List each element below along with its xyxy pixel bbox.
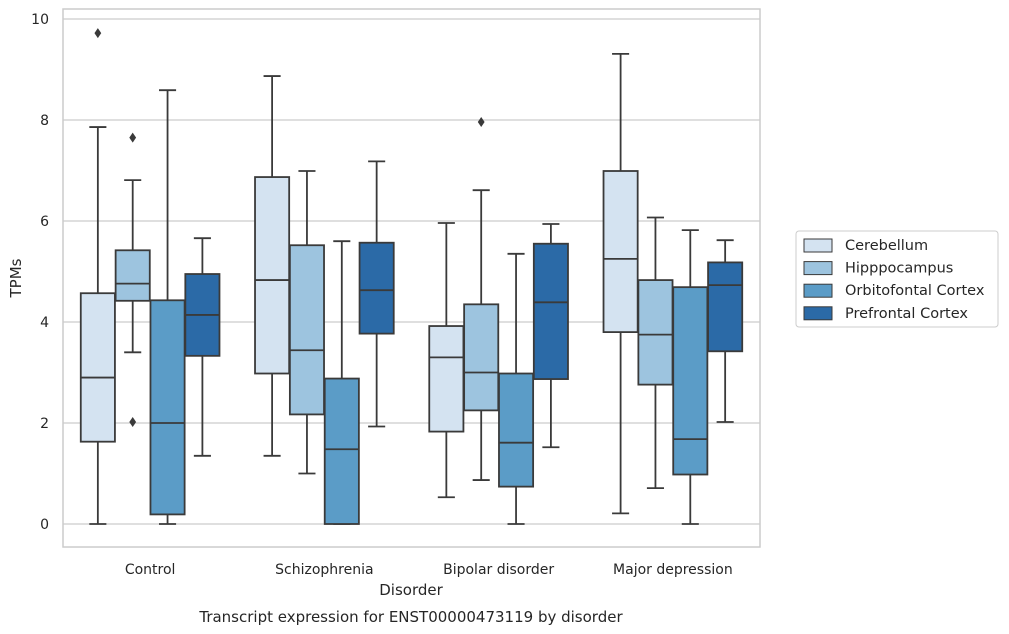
box-iqr [602, 170, 639, 334]
box-cerebellum-major-depression [602, 52, 639, 515]
y-tick-label: 4 [40, 315, 49, 331]
x-axis-label: Disorder [379, 581, 443, 599]
legend-entry-label: Cerebellum [845, 238, 928, 254]
box-iqr [532, 242, 569, 380]
outlier-point [129, 416, 137, 427]
box-iqr [672, 286, 709, 476]
y-tick-label: 8 [40, 113, 49, 129]
x-tick-label: Bipolar disorder [443, 562, 554, 578]
box-iqr [358, 241, 395, 335]
legend-swatch [803, 238, 833, 253]
legend-entry-label: Orbitofontal Cortex [845, 283, 985, 299]
y-tick-label: 2 [40, 416, 49, 432]
box-iqr [114, 249, 151, 302]
chart-caption: Transcript expression for ENST0000047311… [198, 608, 623, 626]
legend-swatch [803, 306, 833, 321]
box-orbitofontal-cortex-schizophrenia [323, 240, 360, 525]
box-iqr [254, 176, 291, 375]
box-cerebellum-control [79, 28, 116, 525]
box-hipppocampus-bipolar-disorder [463, 117, 500, 481]
x-axis-ticks: Control Schizophrenia Bipolar disorder Majo… [125, 562, 733, 578]
x-tick-label: Control [125, 562, 176, 578]
y-tick-label: 10 [31, 12, 49, 28]
outlier-point [94, 28, 102, 39]
x-tick-label: Schizophrenia [275, 562, 373, 578]
box-orbitofontal-cortex-control [149, 89, 186, 525]
box-iqr [498, 372, 535, 488]
box-iqr [288, 244, 325, 416]
outlier-point [129, 132, 137, 143]
box-prefrontal-cortex-bipolar-disorder [532, 223, 569, 449]
legend-swatch [803, 283, 833, 298]
box-iqr [637, 279, 674, 386]
legend-entry-label: Prefrontal Cortex [845, 306, 968, 322]
box-hipppocampus-schizophrenia [288, 170, 325, 475]
box-cerebellum-bipolar-disorder [428, 222, 465, 499]
outlier-point [477, 117, 485, 128]
legend-swatch [803, 261, 833, 276]
box-iqr [79, 292, 116, 443]
y-tick-label: 6 [40, 214, 49, 230]
box-series [79, 28, 744, 525]
box-iqr [707, 261, 744, 353]
legend: Cerebellum Hipppocampus Orbitofontal Corte… [795, 230, 999, 328]
box-cerebellum-schizophrenia [254, 75, 291, 457]
box-prefrontal-cortex-major-depression [707, 239, 744, 423]
y-axis-ticks: 0 2 4 6 8 10 [31, 12, 49, 533]
x-tick-label: Major depression [613, 562, 733, 578]
box-prefrontal-cortex-schizophrenia [358, 160, 395, 428]
box-iqr [428, 325, 465, 433]
box-hipppocampus-control [114, 132, 151, 427]
box-orbitofontal-cortex-major-depression [672, 229, 709, 525]
y-tick-label: 0 [40, 517, 49, 533]
box-orbitofontal-cortex-bipolar-disorder [498, 252, 535, 525]
legend-frame [795, 230, 999, 328]
y-axis-label: TPMs [7, 258, 25, 298]
box-iqr [149, 299, 186, 516]
box-iqr [463, 303, 500, 412]
box-iqr [323, 377, 360, 525]
box-prefrontal-cortex-control [184, 237, 221, 457]
legend-entry-label: Hipppocampus [845, 261, 953, 277]
